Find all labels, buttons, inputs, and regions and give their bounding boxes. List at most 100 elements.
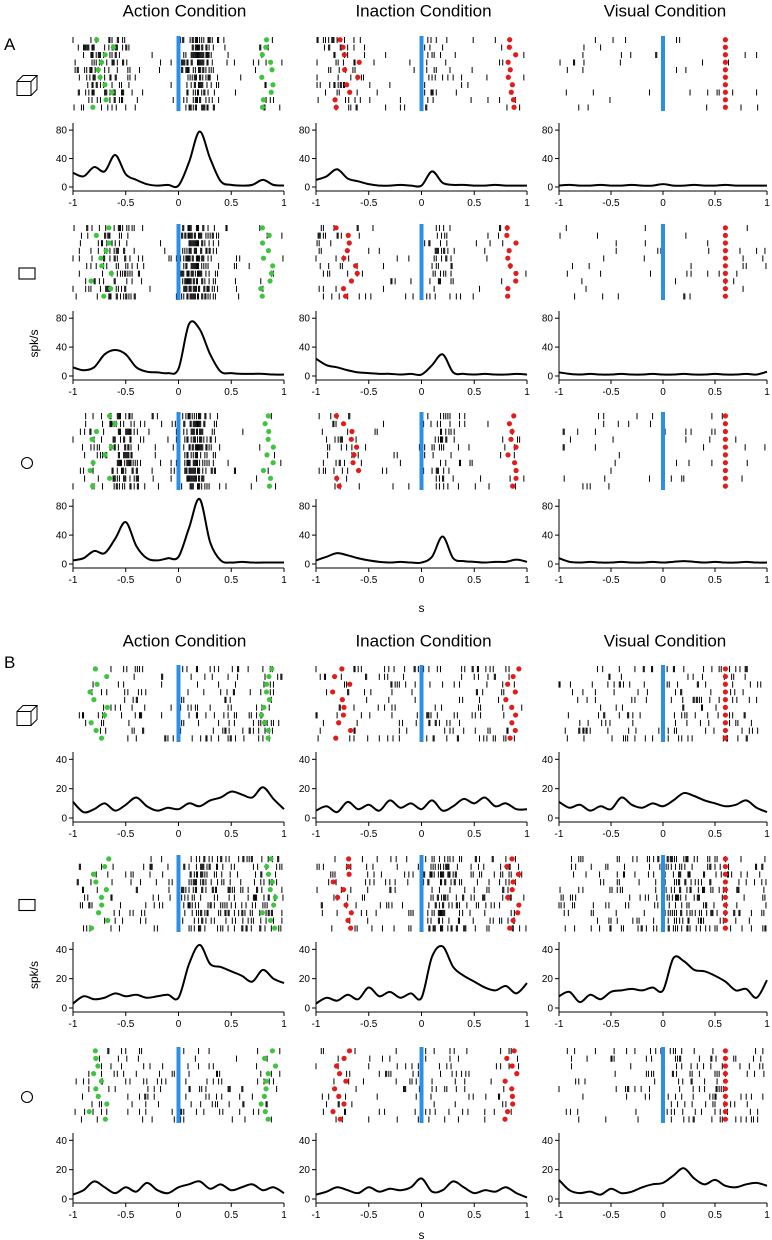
x-tick-label: 1 xyxy=(281,829,287,840)
event-marker xyxy=(90,871,97,877)
raster xyxy=(559,36,759,111)
event-marker xyxy=(508,436,514,442)
event-marker xyxy=(260,97,267,103)
x-tick-label: 1 xyxy=(764,829,770,840)
event-marker xyxy=(511,104,517,110)
event-marker xyxy=(505,894,511,900)
x-tick-label: 1 xyxy=(281,387,287,398)
y-tick-label: 40 xyxy=(542,945,554,956)
event-marker xyxy=(722,894,729,900)
event-marker xyxy=(259,52,265,58)
x-tick-label: 1 xyxy=(524,198,530,209)
raster xyxy=(558,1047,765,1123)
x-tick-label: 0 xyxy=(660,1210,666,1221)
event-marker xyxy=(722,720,729,726)
raster xyxy=(74,1047,281,1123)
event-marker xyxy=(513,444,519,450)
event-marker xyxy=(510,917,516,924)
x-tick-label: 0 xyxy=(660,829,666,840)
x-tick-label: 0 xyxy=(176,1210,182,1221)
y-axis-label: spk/s xyxy=(27,329,41,357)
event-marker xyxy=(722,270,729,276)
x-tick-label: 1 xyxy=(524,1019,530,1030)
x-tick-label: 0.5 xyxy=(224,1019,238,1030)
event-marker xyxy=(98,1078,104,1084)
psth-trace xyxy=(72,786,285,814)
x-tick-label: -0.5 xyxy=(602,829,620,840)
raster xyxy=(316,36,525,111)
event-marker xyxy=(722,1093,729,1099)
y-tick-label: 20 xyxy=(542,974,554,985)
psth-trace xyxy=(72,1180,285,1196)
subplot: 0 40 80 -1 -0.5 0 0.5 1 xyxy=(542,224,770,398)
event-marker xyxy=(263,1078,269,1084)
alignment-marker xyxy=(661,412,665,490)
event-marker xyxy=(722,444,729,450)
event-marker xyxy=(112,421,118,427)
event-marker xyxy=(722,255,729,261)
y-tick-label: 0 xyxy=(304,1195,310,1206)
event-marker xyxy=(334,894,341,900)
event-marker xyxy=(722,104,729,110)
event-marker xyxy=(261,720,268,726)
event-marker xyxy=(333,104,339,110)
event-marker xyxy=(263,44,269,50)
alignment-marker xyxy=(176,36,181,111)
psth-trace xyxy=(72,130,285,189)
event-marker xyxy=(343,1078,349,1084)
event-marker xyxy=(102,82,108,88)
y-tick-label: 80 xyxy=(299,314,311,325)
event-marker xyxy=(722,1109,729,1115)
event-marker xyxy=(91,1071,97,1077)
y-tick-label: 40 xyxy=(542,1136,554,1147)
event-marker xyxy=(95,1063,101,1069)
event-marker xyxy=(505,293,511,299)
event-marker xyxy=(108,444,114,450)
y-tick-label: 40 xyxy=(299,154,311,165)
raster xyxy=(562,412,766,490)
event-marker xyxy=(506,44,512,50)
y-tick-label: 40 xyxy=(542,154,554,165)
x-tick-label: -0.5 xyxy=(602,1210,620,1221)
alignment-marker xyxy=(419,855,424,932)
condition-title: Inaction Condition xyxy=(355,632,491,651)
event-marker xyxy=(509,720,515,726)
event-marker xyxy=(345,232,351,238)
subplot: 0 20 40 -1 -0.5 0 0.5 1 xyxy=(299,1047,530,1221)
x-tick-label: 0 xyxy=(176,198,182,209)
event-marker xyxy=(101,293,107,299)
event-marker xyxy=(336,720,342,726)
ring-icon xyxy=(20,1090,34,1104)
event-marker xyxy=(271,902,277,908)
cube-top xyxy=(16,705,39,712)
event-marker xyxy=(722,727,729,734)
x-tick-label: -1 xyxy=(69,198,78,209)
event-marker xyxy=(95,67,101,73)
y-tick-label: 40 xyxy=(56,154,68,165)
raster xyxy=(315,665,523,742)
event-marker xyxy=(513,240,519,246)
event-marker xyxy=(93,879,99,885)
event-marker xyxy=(722,712,729,718)
event-marker xyxy=(516,902,522,908)
event-marker xyxy=(722,82,729,88)
psth-axes xyxy=(555,752,768,826)
subplot: 0 20 40 -1 -0.5 0 0.5 1 xyxy=(299,665,530,840)
event-marker xyxy=(722,44,729,50)
event-marker xyxy=(260,255,267,261)
event-marker xyxy=(515,910,521,916)
y-tick-label: 0 xyxy=(61,183,67,194)
event-marker xyxy=(259,104,266,110)
event-marker xyxy=(346,856,352,862)
event-marker xyxy=(505,681,511,687)
event-marker xyxy=(265,1071,271,1077)
x-tick-label: 0.5 xyxy=(224,387,238,398)
event-marker xyxy=(103,887,109,893)
x-tick-label: -0.5 xyxy=(360,575,378,586)
psth-trace xyxy=(558,1167,768,1196)
subplot: 0 20 40 -1 -0.5 0 0.5 1 xyxy=(56,1047,287,1221)
event-marker xyxy=(504,1109,511,1115)
event-marker xyxy=(333,225,339,231)
event-marker xyxy=(506,421,513,427)
x-tick-label: 1 xyxy=(524,1210,530,1221)
